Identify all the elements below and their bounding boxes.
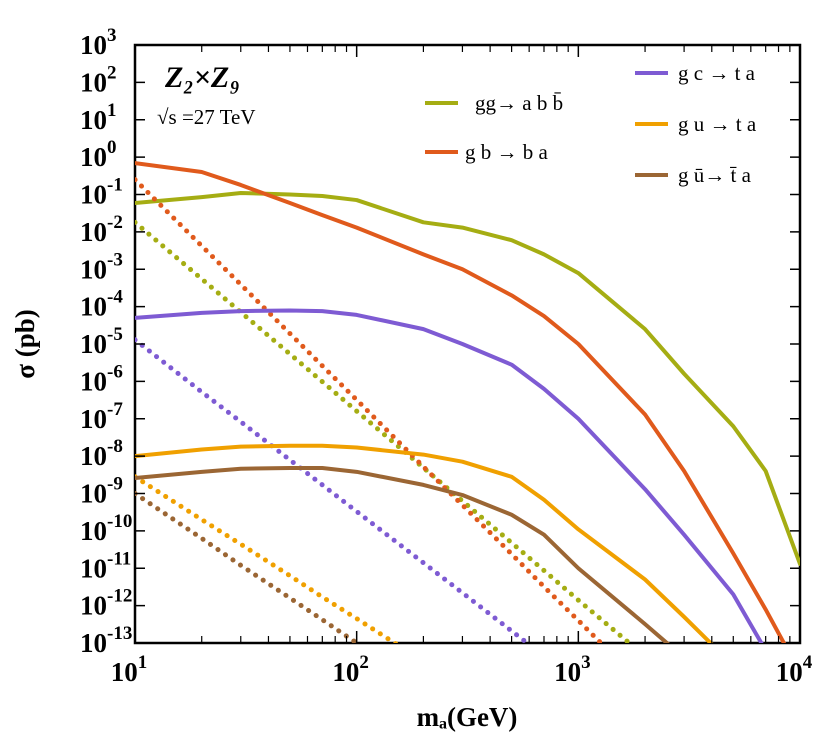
y-tick-label: 10-10	[80, 511, 132, 546]
y-tick-exponent: -4	[107, 287, 123, 308]
y-tick-label: 100	[80, 137, 117, 172]
plot-lines	[135, 161, 800, 643]
y-tick-label: 10-12	[80, 586, 132, 621]
y-tick-base: 10	[80, 628, 107, 658]
y-tick-label: 10-7	[80, 399, 123, 434]
y-tick-label: 10-5	[80, 324, 123, 359]
x-tick-label: 102	[332, 652, 369, 687]
x-tick-label: 101	[111, 652, 148, 687]
y-tick-exponent: -8	[107, 436, 123, 457]
line	[135, 443, 714, 643]
y-tick-exponent: -9	[107, 474, 123, 495]
y-tick-label: 102	[80, 62, 117, 97]
y-tick-base: 10	[80, 67, 107, 97]
legend-label: gg→ a b b̄	[475, 91, 563, 115]
y-tick-label: 10-4	[80, 287, 123, 322]
y-tick-exponent: -13	[107, 623, 132, 644]
y-tick-label: 10-11	[80, 548, 131, 583]
x-tick-label: 104	[776, 652, 813, 687]
chart-title: Z₂×Z₉	[164, 61, 240, 94]
y-tick-label: 10-9	[80, 474, 123, 509]
y-tick-label: 10-6	[80, 361, 123, 396]
y-tick-exponent: -2	[107, 212, 123, 233]
y-tick-exponent: -12	[107, 586, 132, 607]
y-tick-exponent: 2	[107, 62, 117, 83]
line	[135, 466, 670, 643]
y-tick-base: 10	[80, 292, 107, 322]
y-tick-base: 10	[80, 366, 107, 396]
y-tick-base: 10	[80, 30, 107, 60]
y-tick-exponent: -6	[107, 361, 123, 382]
y-tick-label: 10-3	[80, 249, 123, 284]
y-tick-exponent: -1	[107, 175, 123, 196]
x-axis-label: mₐ(GeV)	[417, 702, 518, 732]
y-tick-base: 10	[80, 329, 107, 359]
dotted-line	[135, 177, 605, 643]
y-tick-label: 101	[80, 100, 117, 135]
y-tick-base: 10	[80, 180, 107, 210]
x-tick-exponent: 3	[581, 652, 591, 673]
x-tick-exponent: 4	[803, 652, 813, 673]
y-tick-base: 10	[80, 591, 107, 621]
dotted-line	[135, 219, 634, 643]
y-tick-label: 10-8	[80, 436, 123, 471]
y-tick-base: 10	[80, 254, 107, 284]
y-tick-exponent: 0	[107, 137, 117, 158]
y-tick-label: 103	[80, 25, 117, 60]
line	[135, 190, 800, 566]
y-axis-label: σ (pb)	[10, 309, 40, 378]
annotation: √s =27 TeV	[157, 105, 256, 129]
y-tick-base: 10	[80, 441, 107, 471]
y-tick-base: 10	[80, 105, 107, 135]
y-tick-base: 10	[80, 553, 107, 583]
y-tick-exponent: 3	[107, 25, 117, 46]
x-tick-exponent: 1	[138, 652, 148, 673]
legend-label: g u → t a	[678, 112, 757, 136]
x-tick-base: 10	[111, 657, 138, 687]
dotted-line	[135, 474, 400, 643]
y-tick-label: 10-1	[80, 175, 123, 210]
y-tick-base: 10	[80, 142, 107, 172]
y-tick-exponent: -10	[107, 511, 132, 532]
y-tick-exponent: -7	[107, 399, 123, 420]
legend-label: g c → t a	[678, 61, 756, 85]
dotted-line	[135, 337, 532, 643]
x-tick-base: 10	[332, 657, 359, 687]
line	[135, 161, 787, 643]
y-tick-exponent: 1	[107, 100, 117, 121]
y-tick-exponent: -3	[107, 249, 123, 270]
x-tick-base: 10	[776, 657, 803, 687]
y-tick-exponent: -11	[107, 548, 131, 569]
y-tick-base: 10	[80, 217, 107, 247]
dotted-line	[135, 491, 362, 643]
legend-label: g b → b a	[465, 140, 549, 164]
y-tick-exponent: -5	[107, 324, 123, 345]
x-tick-exponent: 2	[359, 652, 369, 673]
y-tick-base: 10	[80, 404, 107, 434]
line	[135, 308, 764, 643]
y-tick-label: 10-13	[80, 623, 132, 658]
x-tick-label: 103	[554, 652, 591, 687]
y-tick-label: 10-2	[80, 212, 123, 247]
y-tick-base: 10	[80, 479, 107, 509]
y-tick-base: 10	[80, 516, 107, 546]
legend-label: g ū→ t̄ a	[678, 163, 752, 187]
x-tick-base: 10	[554, 657, 581, 687]
